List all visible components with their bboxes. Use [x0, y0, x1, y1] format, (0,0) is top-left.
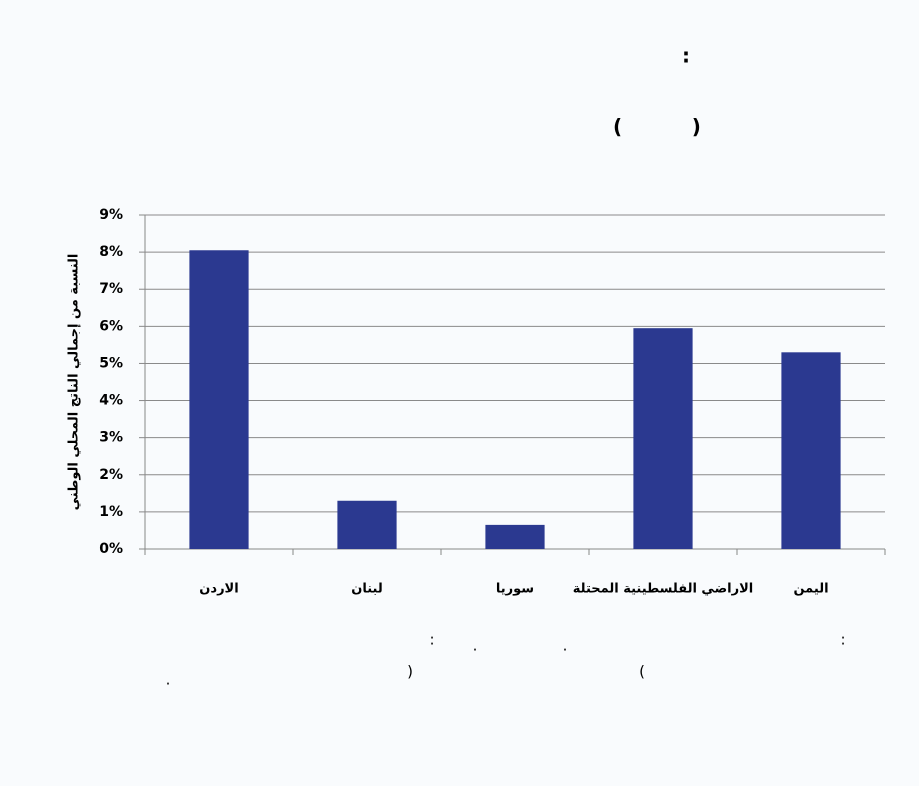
y-tick-label: 5% [99, 355, 123, 371]
source-note: . [563, 637, 568, 655]
x-tick-label: الاردن [199, 582, 238, 597]
x-tick-label: لبنان [351, 582, 382, 597]
bar [633, 328, 693, 549]
y-tick-label: 1% [99, 504, 123, 520]
bar [781, 352, 841, 549]
chart-subtitle: ( ) [613, 115, 701, 139]
chart-title: : [682, 44, 690, 68]
y-tick-label: 2% [99, 467, 123, 483]
source-note: : [840, 631, 845, 649]
y-tick-label: 3% [99, 430, 123, 446]
x-tick-label: اليمن [793, 582, 828, 597]
source-note: ) [407, 663, 413, 681]
y-tick-label: 0% [99, 541, 123, 557]
source-note: : [429, 631, 434, 649]
source-note: . [166, 671, 171, 689]
y-tick-label: 9% [99, 207, 123, 223]
y-tick-label: 8% [99, 244, 123, 260]
bar [337, 500, 397, 549]
y-tick-label: 6% [99, 318, 123, 334]
bar [189, 250, 249, 549]
source-note: . [473, 637, 478, 655]
y-axis-label: النسبة من إجمالي الناتج المحلي الوطني [67, 254, 82, 511]
bar [485, 524, 545, 549]
y-tick-label: 4% [99, 393, 123, 409]
source-note: ( [639, 663, 645, 681]
x-tick-label: سوريا [496, 582, 534, 597]
x-tick-label: الاراضي الفلسطينية المحتلة [573, 582, 753, 597]
y-tick-label: 7% [99, 281, 123, 297]
